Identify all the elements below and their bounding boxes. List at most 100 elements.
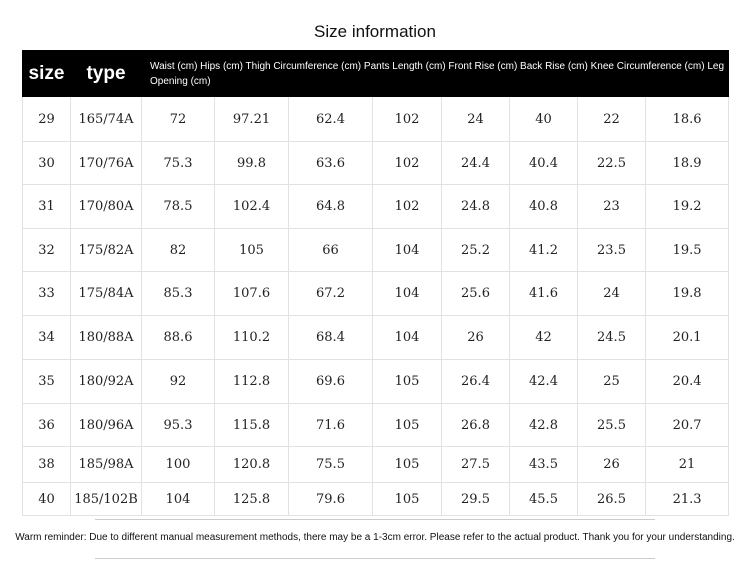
table-cell: 62.4 <box>288 96 373 142</box>
table-cell: 23.5 <box>577 228 646 272</box>
table-cell: 110.2 <box>214 315 289 360</box>
table-cell: 105 <box>372 482 442 516</box>
size-table: size type Waist (cm) Hips (cm) Thigh Cir… <box>22 50 730 516</box>
table-cell: 120.8 <box>214 446 289 483</box>
table-cell: 22 <box>577 96 646 142</box>
header-row: size type Waist (cm) Hips (cm) Thigh Cir… <box>22 50 730 97</box>
table-cell: 88.6 <box>141 315 215 360</box>
table-cell: 107.6 <box>214 271 289 316</box>
table-row: 40 185/102B 104 125.8 79.6 105 29.5 45.5 26.5 21.… <box>22 482 730 516</box>
table-cell: 104 <box>372 315 442 360</box>
header-cell: Waist (cm) Hips (cm) Thigh Circumference… <box>140 50 730 97</box>
table-cell: 99.8 <box>214 141 289 185</box>
table-cell: 100 <box>141 446 215 483</box>
table-cell: 18.6 <box>644 96 730 142</box>
reminder: Warm reminder: Due to different manual m… <box>15 532 735 543</box>
table-cell: 97.21 <box>214 96 289 142</box>
table-cell: 18.9 <box>644 141 730 185</box>
table-cell: 42.8 <box>509 403 578 447</box>
table-cell: 45.5 <box>509 482 578 516</box>
table-cell: 102 <box>372 184 442 229</box>
table-cell: 34 <box>22 315 71 360</box>
table-cell: 112.8 <box>214 359 289 404</box>
table-cell: 105 <box>372 446 442 483</box>
table-cell: 26.5 <box>577 482 646 516</box>
table-cell: 69.6 <box>288 359 373 404</box>
table-row: 38 185/98A 100 120.8 75.5 105 27.5 43.5 26 21 <box>22 446 730 483</box>
table-cell: 20.7 <box>644 403 730 447</box>
table-cell: 40 <box>509 96 578 142</box>
table-cell: 19.8 <box>644 271 730 316</box>
table-cell: 20.1 <box>644 315 730 360</box>
table-cell: 125.8 <box>214 482 289 516</box>
table-cell: 31 <box>22 184 71 229</box>
table-cell: 40 <box>22 482 71 516</box>
header-cell: size <box>22 50 71 97</box>
table-cell: 67.2 <box>288 271 373 316</box>
table-cell: 105 <box>214 228 289 272</box>
table-cell: 24 <box>577 271 646 316</box>
table-cell: 115.8 <box>214 403 289 447</box>
table-cell: 19.5 <box>644 228 730 272</box>
table-cell: 36 <box>22 403 71 447</box>
table-cell: 25.5 <box>577 403 646 447</box>
table-cell: 21.3 <box>644 482 730 516</box>
table-cell: 180/92A <box>70 359 142 404</box>
divider <box>95 519 655 520</box>
table-cell: 41.2 <box>509 228 578 272</box>
table-cell: 102 <box>372 141 442 185</box>
table-cell: 24.4 <box>441 141 510 185</box>
table-cell: 25.2 <box>441 228 510 272</box>
table-cell: 170/80A <box>70 184 142 229</box>
table-row: 31 170/80A 78.5 102.4 64.8 102 24.8 40.8 23 19.2 <box>22 184 730 229</box>
table-cell: 24 <box>441 96 510 142</box>
table-cell: 63.6 <box>288 141 373 185</box>
table-cell: 27.5 <box>441 446 510 483</box>
table-cell: 66 <box>288 228 373 272</box>
table-row: 30 170/76A 75.3 99.8 63.6 102 24.4 40.4 22.5 18.9 <box>22 141 730 185</box>
table-cell: 68.4 <box>288 315 373 360</box>
table-cell: 24.5 <box>577 315 646 360</box>
table-cell: 185/98A <box>70 446 142 483</box>
header-cell: type <box>70 50 142 97</box>
table-cell: 180/88A <box>70 315 142 360</box>
table-cell: 180/96A <box>70 403 142 447</box>
table-cell: 29 <box>22 96 71 142</box>
table-cell: 75.3 <box>141 141 215 185</box>
table-cell: 85.3 <box>141 271 215 316</box>
table-cell: 175/84A <box>70 271 142 316</box>
table-cell: 71.6 <box>288 403 373 447</box>
table-cell: 21 <box>644 446 730 483</box>
table-cell: 170/76A <box>70 141 142 185</box>
title: Size information <box>314 22 436 41</box>
table-body: 29 165/74A 72 97.21 62.4 102 24 40 22 18.6 30 170/7… <box>22 96 730 516</box>
table-row: 35 180/92A 92 112.8 69.6 105 26.4 42.4 25 20.4 <box>22 359 730 404</box>
table-cell: 26.8 <box>441 403 510 447</box>
table-cell: 78.5 <box>141 184 215 229</box>
table-cell: 29.5 <box>441 482 510 516</box>
table-row: 34 180/88A 88.6 110.2 68.4 104 26 42 24.5 20.1 <box>22 315 730 360</box>
table-cell: 104 <box>372 271 442 316</box>
table-cell: 38 <box>22 446 71 483</box>
table-cell: 104 <box>141 482 215 516</box>
table-cell: 25 <box>577 359 646 404</box>
table-cell: 23 <box>577 184 646 229</box>
table-cell: 32 <box>22 228 71 272</box>
table-row: 36 180/96A 95.3 115.8 71.6 105 26.8 42.8 25.5 20.… <box>22 403 730 447</box>
table-cell: 165/74A <box>70 96 142 142</box>
divider <box>95 558 655 559</box>
table-cell: 102.4 <box>214 184 289 229</box>
table-cell: 42 <box>509 315 578 360</box>
table-cell: 24.8 <box>441 184 510 229</box>
table-cell: 33 <box>22 271 71 316</box>
table-cell: 64.8 <box>288 184 373 229</box>
table-cell: 30 <box>22 141 71 185</box>
table-cell: 42.4 <box>509 359 578 404</box>
table-cell: 75.5 <box>288 446 373 483</box>
table-cell: 43.5 <box>509 446 578 483</box>
table-cell: 82 <box>141 228 215 272</box>
table-cell: 25.6 <box>441 271 510 316</box>
table-cell: 79.6 <box>288 482 373 516</box>
table-cell: 22.5 <box>577 141 646 185</box>
